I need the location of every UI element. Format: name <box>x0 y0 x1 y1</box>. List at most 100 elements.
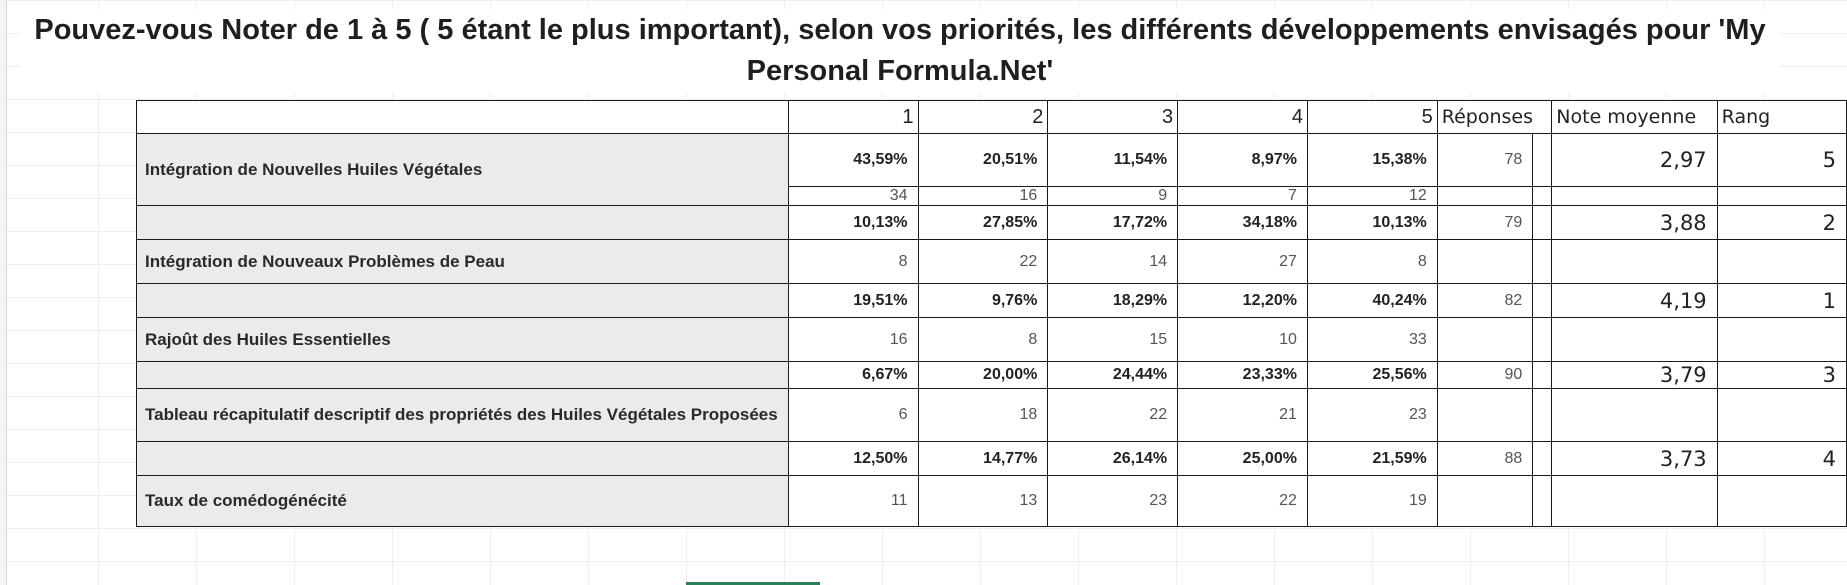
count-cell[interactable]: 10 <box>1177 317 1308 362</box>
count-cell[interactable]: 7 <box>1177 186 1308 206</box>
count-cell[interactable]: 27 <box>1177 239 1308 284</box>
spacer-cell[interactable] <box>1532 133 1553 187</box>
count-cell[interactable]: 34 <box>787 186 919 206</box>
pct-cell[interactable]: 12,50% <box>787 441 919 476</box>
count-cell[interactable]: 9 <box>1047 186 1179 206</box>
count-cell[interactable]: 23 <box>1306 388 1438 442</box>
row-label[interactable]: Intégration de Nouveaux Problèmes de Pea… <box>136 239 789 284</box>
empty-cell[interactable] <box>1436 186 1534 206</box>
pct-cell[interactable]: 14,77% <box>917 441 1049 476</box>
sheet-tab-indicator[interactable] <box>686 582 820 585</box>
pct-cell[interactable]: 12,20% <box>1177 283 1308 318</box>
rank-cell[interactable]: 3 <box>1716 361 1847 389</box>
responses-cell[interactable]: 79 <box>1436 205 1534 240</box>
row-label-blank[interactable] <box>136 283 789 318</box>
average-cell[interactable]: 3,88 <box>1551 205 1718 240</box>
pct-cell[interactable]: 6,67% <box>787 361 919 389</box>
row-label[interactable]: Taux de comédogénécité <box>136 475 789 527</box>
header-col-5[interactable]: 5 <box>1306 100 1438 134</box>
pct-cell[interactable]: 26,14% <box>1047 441 1179 476</box>
pct-cell[interactable]: 25,00% <box>1177 441 1308 476</box>
average-cell[interactable]: 3,79 <box>1551 361 1718 389</box>
responses-cell[interactable]: 88 <box>1436 441 1534 476</box>
responses-cell[interactable]: 78 <box>1436 133 1534 187</box>
rank-cell[interactable]: 2 <box>1716 205 1847 240</box>
header-col-1[interactable]: 1 <box>787 100 919 134</box>
pct-cell[interactable]: 19,51% <box>787 283 919 318</box>
average-cell[interactable]: 4,19 <box>1551 283 1718 318</box>
count-cell[interactable]: 14 <box>1047 239 1179 284</box>
empty-cell[interactable] <box>1551 239 1718 284</box>
header-average[interactable]: Note moyenne <box>1551 100 1718 134</box>
rank-cell[interactable]: 5 <box>1716 133 1847 187</box>
count-cell[interactable]: 18 <box>917 388 1049 442</box>
header-responses[interactable]: Réponses <box>1436 100 1553 134</box>
count-cell[interactable]: 19 <box>1306 475 1438 527</box>
count-cell[interactable]: 11 <box>787 475 919 527</box>
pct-cell[interactable]: 25,56% <box>1306 361 1438 389</box>
empty-cell[interactable] <box>1716 317 1847 362</box>
pct-cell[interactable]: 10,13% <box>787 205 919 240</box>
pct-cell[interactable]: 11,54% <box>1047 133 1179 187</box>
spacer-cell[interactable] <box>1532 205 1553 240</box>
pct-cell[interactable]: 15,38% <box>1306 133 1438 187</box>
pct-cell[interactable]: 8,97% <box>1177 133 1308 187</box>
pct-cell[interactable]: 18,29% <box>1047 283 1179 318</box>
empty-cell[interactable] <box>1436 317 1534 362</box>
count-cell[interactable]: 22 <box>917 239 1049 284</box>
header-col-4[interactable]: 4 <box>1177 100 1308 134</box>
count-cell[interactable]: 13 <box>917 475 1049 527</box>
header-col-2[interactable]: 2 <box>917 100 1049 134</box>
count-cell[interactable]: 8 <box>1306 239 1438 284</box>
empty-cell[interactable] <box>1716 388 1847 442</box>
count-cell[interactable]: 6 <box>787 388 919 442</box>
count-cell[interactable]: 22 <box>1047 388 1179 442</box>
header-col-3[interactable]: 3 <box>1047 100 1179 134</box>
row-label[interactable]: Intégration de Nouvelles Huiles Végétale… <box>136 133 789 206</box>
empty-cell[interactable] <box>1716 239 1847 284</box>
row-label[interactable]: Tableau récapitulatif descriptif des pro… <box>136 388 789 442</box>
pct-cell[interactable]: 40,24% <box>1306 283 1438 318</box>
pct-cell[interactable]: 20,51% <box>917 133 1049 187</box>
count-cell[interactable]: 16 <box>917 186 1049 206</box>
pct-cell[interactable]: 34,18% <box>1177 205 1308 240</box>
responses-cell[interactable]: 90 <box>1436 361 1534 389</box>
spacer-cell[interactable] <box>1532 475 1553 527</box>
empty-cell[interactable] <box>1436 239 1534 284</box>
spacer-cell[interactable] <box>1532 186 1553 206</box>
count-cell[interactable]: 33 <box>1306 317 1438 362</box>
pct-cell[interactable]: 17,72% <box>1047 205 1179 240</box>
empty-cell[interactable] <box>1716 186 1847 206</box>
average-cell[interactable]: 3,73 <box>1551 441 1718 476</box>
empty-cell[interactable] <box>1436 388 1534 442</box>
count-cell[interactable]: 23 <box>1047 475 1179 527</box>
count-cell[interactable]: 22 <box>1177 475 1308 527</box>
pct-cell[interactable]: 24,44% <box>1047 361 1179 389</box>
row-label-blank[interactable] <box>136 361 789 389</box>
spacer-cell[interactable] <box>1532 361 1553 389</box>
spacer-cell[interactable] <box>1532 283 1553 318</box>
rank-cell[interactable]: 1 <box>1716 283 1847 318</box>
pct-cell[interactable]: 27,85% <box>917 205 1049 240</box>
empty-cell[interactable] <box>1551 186 1718 206</box>
spacer-cell[interactable] <box>1532 388 1553 442</box>
pct-cell[interactable]: 23,33% <box>1177 361 1308 389</box>
spacer-cell[interactable] <box>1532 317 1553 362</box>
count-cell[interactable]: 8 <box>787 239 919 284</box>
spacer-cell[interactable] <box>1532 441 1553 476</box>
count-cell[interactable]: 21 <box>1177 388 1308 442</box>
row-label[interactable]: Rajoût des Huiles Essentielles <box>136 317 789 362</box>
pct-cell[interactable]: 9,76% <box>917 283 1049 318</box>
empty-cell[interactable] <box>1551 317 1718 362</box>
pct-cell[interactable]: 20,00% <box>917 361 1049 389</box>
empty-cell[interactable] <box>1551 475 1718 527</box>
average-cell[interactable]: 2,97 <box>1551 133 1718 187</box>
empty-cell[interactable] <box>1716 475 1847 527</box>
row-label-blank[interactable] <box>136 441 789 476</box>
pct-cell[interactable]: 10,13% <box>1306 205 1438 240</box>
responses-cell[interactable]: 82 <box>1436 283 1534 318</box>
header-empty-cell[interactable] <box>136 100 789 134</box>
empty-cell[interactable] <box>1551 388 1718 442</box>
count-cell[interactable]: 16 <box>787 317 919 362</box>
count-cell[interactable]: 8 <box>917 317 1049 362</box>
